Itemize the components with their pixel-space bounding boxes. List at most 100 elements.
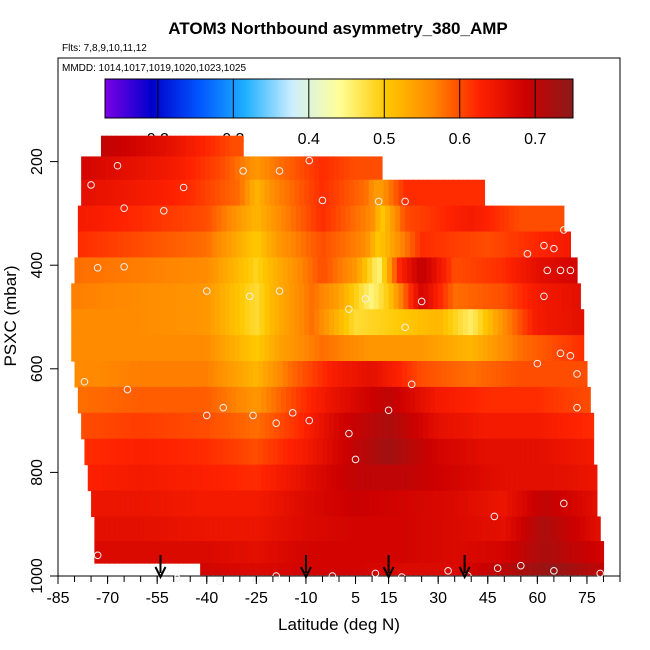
heatmap-cell [581, 309, 585, 336]
heatmap-cell [238, 541, 244, 564]
heatmap-cell [365, 386, 372, 414]
heatmap-cell [560, 257, 567, 284]
heatmap-cell [462, 335, 469, 362]
heatmap-cell [461, 541, 467, 564]
heatmap-cell [122, 205, 129, 233]
heatmap-cell [282, 438, 289, 466]
heatmap-cell [368, 283, 375, 310]
heatmap-cell [560, 541, 567, 564]
heatmap-cell [137, 231, 143, 259]
heatmap-cell [502, 283, 509, 310]
heatmap-cell [325, 205, 332, 233]
heatmap-cell [502, 309, 509, 336]
heatmap-cell [363, 179, 370, 207]
heatmap-cell [112, 205, 119, 233]
heatmap-cell [279, 563, 286, 576]
heatmap-cell [239, 135, 244, 158]
heatmap-cell [339, 563, 345, 576]
heatmap-cell [572, 412, 578, 440]
heatmap-cell [517, 490, 524, 518]
heatmap-cell [390, 205, 396, 233]
heatmap-cell [373, 156, 380, 181]
heatmap-cell [110, 283, 117, 310]
heatmap-cell [529, 386, 535, 414]
heatmap-cell [512, 309, 519, 336]
heatmap-cell [456, 438, 462, 466]
heatmap-cell [79, 361, 86, 388]
heatmap-cell [405, 386, 411, 414]
heatmap-cell [429, 464, 436, 492]
heatmap-cell [535, 438, 542, 466]
heatmap-cell [545, 541, 552, 564]
heatmap-cell [572, 335, 578, 362]
heatmap-cell [433, 179, 439, 207]
heatmap-cell [532, 412, 538, 440]
heatmap-cell [418, 490, 424, 518]
heatmap-cell [289, 563, 295, 576]
heatmap-cell [519, 205, 525, 233]
heatmap-cell [229, 563, 236, 576]
heatmap-cell [601, 563, 605, 576]
heatmap-cell [325, 231, 332, 259]
heatmap-cell [514, 464, 520, 492]
heatmap-cell [296, 464, 302, 492]
heatmap-cell [580, 438, 586, 466]
heatmap-cell [487, 563, 494, 576]
heatmap-cell [403, 412, 410, 440]
heatmap-cell [454, 205, 461, 233]
heatmap-cell [586, 490, 593, 518]
heatmap-cell [170, 156, 176, 181]
heatmap-cell [236, 464, 243, 492]
sample-point [351, 455, 360, 464]
heatmap-cell [172, 205, 178, 233]
heatmap-cell [299, 335, 305, 362]
heatmap-cell [167, 386, 173, 414]
heatmap-cell [418, 412, 424, 440]
heatmap-cell [552, 335, 558, 362]
heatmap-cell [165, 283, 171, 310]
heatmap-cell [195, 283, 201, 310]
heatmap-layer [77, 231, 572, 259]
heatmap-cell [548, 205, 555, 233]
heatmap-cell [332, 438, 338, 466]
heatmap-cell [575, 541, 581, 564]
heatmap-cell [368, 156, 375, 181]
heatmap-cell [572, 283, 578, 310]
heatmap-cell [120, 490, 127, 518]
heatmap-cell [309, 309, 315, 336]
heatmap-cell [334, 309, 340, 336]
colorbar-tick-label: 0.7 [524, 131, 546, 148]
heatmap-cell [119, 516, 125, 542]
heatmap-cell [540, 438, 547, 466]
heatmap-cell [532, 335, 538, 362]
heatmap-cell [570, 257, 576, 284]
heatmap-cell [173, 516, 180, 542]
heatmap-cell [462, 309, 469, 336]
heatmap-cell [355, 205, 362, 233]
sample-point [275, 167, 284, 175]
heatmap-cell [353, 412, 360, 440]
heatmap-cell [368, 563, 375, 576]
heatmap-cell [160, 309, 167, 336]
heatmap-cell [224, 335, 231, 362]
heatmap-cell [434, 386, 441, 414]
heatmap-cell [505, 541, 512, 564]
heatmap-cell [543, 205, 550, 233]
sample-point [216, 577, 224, 585]
heatmap-cell [210, 135, 216, 158]
heatmap-cell [267, 541, 274, 564]
heatmap-cell [201, 205, 208, 233]
heatmap-cell [522, 309, 529, 336]
heatmap-cell [515, 361, 522, 388]
heatmap-cell [130, 412, 137, 440]
heatmap-cell [396, 438, 403, 466]
heatmap-cell [411, 257, 418, 284]
heatmap-cell [352, 257, 358, 284]
heatmap-cell [456, 361, 462, 388]
heatmap-cell [357, 541, 363, 564]
heatmap-cell [314, 283, 320, 310]
heatmap-cell [137, 464, 143, 492]
heatmap-cell [418, 283, 424, 310]
heatmap-cell [565, 361, 572, 388]
heatmap-cell [314, 335, 320, 362]
